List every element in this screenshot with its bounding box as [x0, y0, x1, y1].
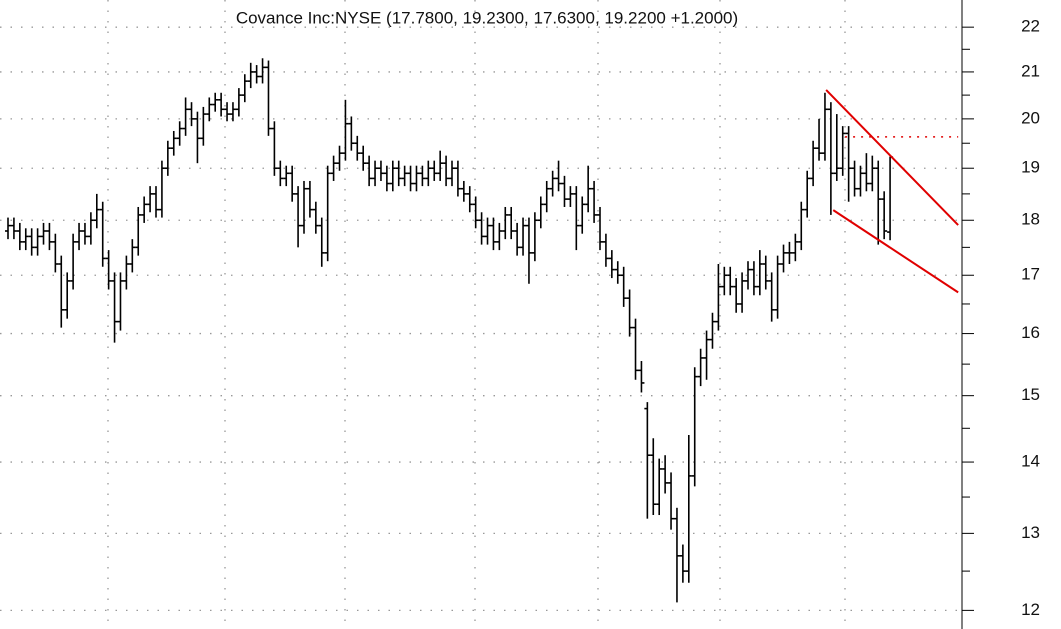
y-tick-label: 18: [1021, 210, 1040, 229]
bars: [5, 58, 894, 603]
grid: [0, 0, 958, 629]
trend-line: [832, 209, 959, 294]
y-tick-label: 14: [1021, 452, 1040, 471]
y-tick-label: 19: [1021, 158, 1040, 177]
y-tick-label: 13: [1021, 523, 1040, 542]
y-tick-label: 21: [1021, 61, 1040, 80]
annotations: [825, 89, 959, 294]
y-axis: 12 13 14 15 16 17 18 19 20 21 22: [961, 0, 1040, 629]
y-tick-label: 20: [1021, 108, 1040, 127]
y-tick-label: 12: [1021, 600, 1040, 619]
y-tick-label: 22: [1021, 17, 1040, 36]
trend-line: [825, 89, 959, 226]
y-tick-label: 16: [1021, 323, 1040, 342]
chart-title: Covance Inc:NYSE (17.7800, 19.2300, 17.6…: [236, 8, 738, 27]
y-tick-label: 17: [1021, 265, 1040, 284]
y-tick-label: 15: [1021, 385, 1040, 404]
